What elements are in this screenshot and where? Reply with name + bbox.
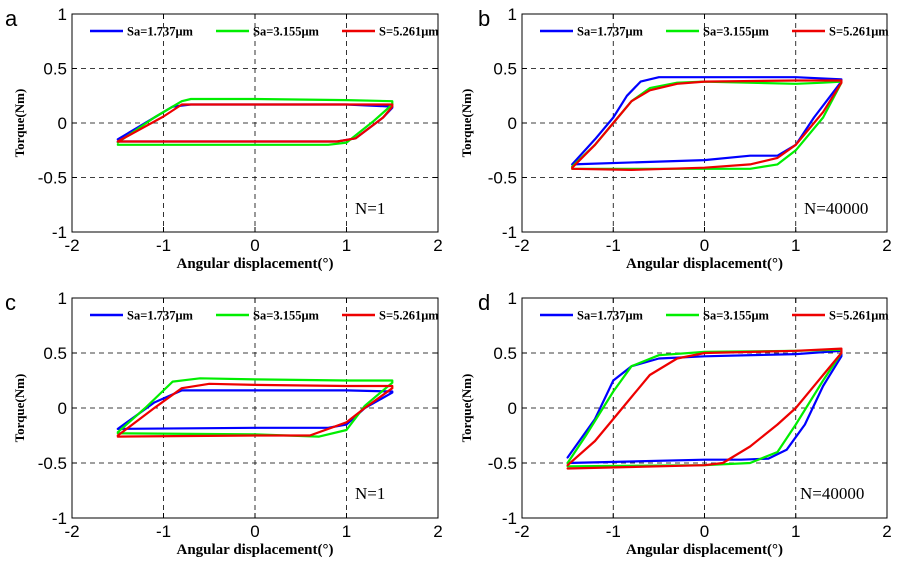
x-tick-label: 2: [882, 236, 891, 255]
legend-entry: Sa=1.737μm: [577, 25, 644, 39]
y-tick-label: -0.5: [488, 169, 517, 188]
legend-entry: S=5.261μm: [829, 25, 889, 39]
y-tick-label: 0.5: [493, 344, 517, 363]
legend-entry: Sa=3.155μm: [703, 309, 770, 323]
series-line-3: [116, 382, 394, 438]
y-axis-label: Torque(Nm): [12, 89, 27, 158]
plot-frame: [521, 297, 888, 519]
x-tick-label: 1: [791, 522, 800, 541]
x-tick-label: 2: [433, 236, 442, 255]
legend: Sa=1.737μm Sa=3.155μm S=5.261μm: [90, 309, 439, 323]
cycle-annotation: N=40000: [804, 199, 868, 218]
x-tick-label: -1: [606, 236, 621, 255]
y-tick-label: -0.5: [488, 454, 517, 473]
x-tick-label: -1: [606, 522, 621, 541]
x-tick-label: 0: [700, 522, 709, 541]
legend-entry: Sa=3.155μm: [253, 309, 320, 323]
y-tick-label: 1: [508, 5, 517, 24]
panel-letter: c: [5, 290, 16, 315]
y-tick-label: -0.5: [38, 454, 67, 473]
y-tick-label: 0: [58, 399, 67, 418]
legend-entry: S=5.261μm: [829, 309, 889, 323]
y-tick-label: -1: [502, 223, 517, 242]
x-tick-label: 1: [342, 236, 351, 255]
legend-entry: S=5.261μm: [379, 25, 439, 39]
x-tick-label: -2: [64, 522, 79, 541]
x-tick-label: -2: [64, 236, 79, 255]
panel-c: c-2 -1 0 1 210.50-0.5-1Sa=1.737μm Sa=3.155μm S…: [5, 289, 443, 558]
y-tick-label: 0.5: [43, 344, 67, 363]
legend-entry: Sa=3.155μm: [253, 25, 320, 39]
y-tick-label: 0: [508, 399, 517, 418]
y-tick-label: 0.5: [43, 60, 67, 79]
legend: Sa=1.737μm Sa=3.155μm S=5.261μm: [540, 25, 889, 39]
cycle-annotation: N=40000: [800, 484, 864, 503]
x-tick-label: -2: [514, 522, 529, 541]
series-line-2: [116, 377, 394, 438]
x-axis-label: Angular displacement(°): [177, 256, 334, 272]
legend-entry: Sa=3.155μm: [703, 25, 770, 39]
x-tick-label: 0: [250, 522, 259, 541]
legend-entry: S=5.261μm: [379, 309, 439, 323]
x-axis-label: Angular displacement(°): [626, 256, 783, 272]
y-tick-label: 1: [58, 5, 67, 24]
x-tick-label: 0: [250, 236, 259, 255]
plot-frame: [71, 297, 439, 519]
cycle-annotation: N=1: [355, 199, 385, 218]
x-tick-label: -2: [514, 236, 529, 255]
panel-a: a-2 -1 0 1 210.50-0.5-1Sa=1.737μm Sa=3.155μm S…: [5, 5, 443, 272]
series-line-3: [116, 103, 394, 143]
y-tick-label: -1: [52, 223, 67, 242]
panel-d: d-2 -1 0 1 210.50-0.5-1Sa=1.737μm Sa=3.155μm S…: [459, 289, 892, 558]
panel-letter: d: [478, 290, 490, 315]
y-tick-label: 0.5: [493, 60, 517, 79]
y-axis-label: Torque(Nm): [12, 374, 27, 443]
series-line-1: [571, 76, 843, 166]
panel-letter: b: [478, 6, 490, 31]
y-tick-label: 1: [508, 289, 517, 308]
panel-b: b-2 -1 0 1 210.50-0.5-1Sa=1.737μm Sa=3.155μm S…: [459, 5, 892, 272]
y-axis-label: Torque(Nm): [459, 89, 474, 158]
legend: Sa=1.737μm Sa=3.155μm S=5.261μm: [540, 309, 889, 323]
legend-entry: Sa=1.737μm: [577, 309, 644, 323]
series-line-3: [566, 347, 843, 470]
cycle-annotation: N=1: [355, 484, 385, 503]
y-tick-label: 0: [58, 114, 67, 133]
y-tick-label: -1: [502, 509, 517, 528]
legend-entry: Sa=1.737μm: [127, 25, 194, 39]
x-tick-label: -1: [156, 522, 171, 541]
plot-frame: [71, 13, 439, 233]
x-tick-label: 2: [433, 522, 442, 541]
x-tick-label: 1: [342, 522, 351, 541]
y-tick-label: -0.5: [38, 169, 67, 188]
panel-letter: a: [5, 6, 18, 31]
plot-frame: [521, 13, 888, 233]
x-axis-label: Angular displacement(°): [626, 542, 783, 558]
x-tick-label: -1: [156, 236, 171, 255]
x-axis-label: Angular displacement(°): [177, 542, 334, 558]
series-line-2: [116, 97, 394, 146]
y-tick-label: -1: [52, 509, 67, 528]
legend-entry: Sa=1.737μm: [127, 309, 194, 323]
x-tick-label: 0: [700, 236, 709, 255]
x-tick-label: 2: [882, 522, 891, 541]
x-tick-label: 1: [791, 236, 800, 255]
series-line-3: [571, 79, 843, 171]
y-axis-label: Torque(Nm): [459, 374, 474, 443]
y-tick-label: 0: [508, 114, 517, 133]
legend: Sa=1.737μm Sa=3.155μm S=5.261μm: [90, 25, 439, 39]
y-tick-label: 1: [58, 289, 67, 308]
